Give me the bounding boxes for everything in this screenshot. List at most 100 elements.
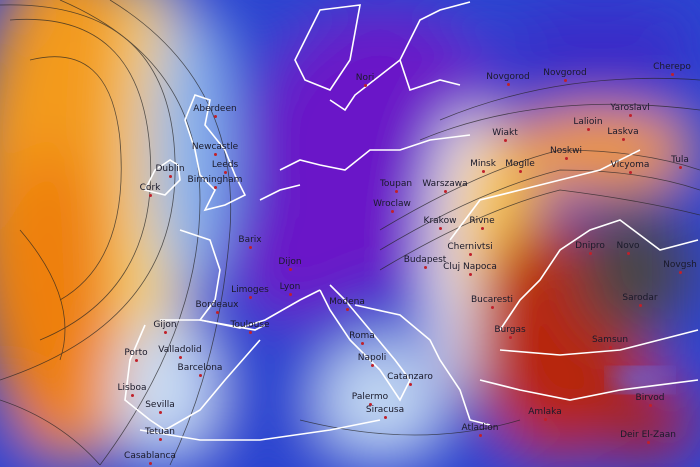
city-label: Porto — [124, 348, 148, 358]
city-marker — [224, 171, 227, 174]
city-label: Lalioin — [573, 117, 603, 127]
city-marker — [214, 115, 217, 118]
city-marker — [469, 273, 472, 276]
city-label: Nori — [355, 73, 375, 83]
city-label: Birmingham — [187, 175, 243, 185]
city-marker — [249, 296, 252, 299]
city-marker — [409, 383, 412, 386]
city-label: Palermo — [351, 392, 389, 402]
city-marker — [444, 190, 447, 193]
city-label: Atladion — [461, 423, 499, 433]
city-label: Barix — [238, 235, 262, 245]
city-marker — [627, 252, 630, 255]
city-label: Cherepo — [653, 62, 691, 72]
city-marker — [369, 403, 372, 406]
city-marker — [131, 394, 134, 397]
city-marker — [169, 175, 172, 178]
city-label: Toulouse — [230, 320, 270, 330]
city-marker — [391, 210, 394, 213]
city-marker — [671, 73, 674, 76]
city-label: Lyon — [279, 282, 301, 292]
city-marker — [609, 346, 612, 349]
city-label: Samsun — [591, 335, 629, 345]
city-marker — [565, 157, 568, 160]
city-label: Lisboa — [117, 383, 147, 393]
city-marker — [395, 190, 398, 193]
city-marker — [214, 153, 217, 156]
city-marker — [507, 83, 510, 86]
city-label: Newcastle — [191, 142, 239, 152]
city-marker — [289, 293, 292, 296]
city-marker — [564, 79, 567, 82]
city-label: Deir El-Zaan — [620, 430, 676, 440]
city-label: Chernivtsi — [447, 242, 493, 252]
city-label: Dijon — [278, 257, 302, 267]
city-label: Aberdeen — [193, 104, 237, 114]
city-marker — [384, 416, 387, 419]
city-marker — [589, 252, 592, 255]
city-label: Modena — [329, 297, 365, 307]
coastlines — [124, 1, 699, 441]
city-marker — [249, 331, 252, 334]
city-marker — [216, 311, 219, 314]
city-label: Casablanca — [124, 451, 176, 461]
city-marker — [371, 364, 374, 367]
city-marker — [424, 266, 427, 269]
city-marker — [491, 306, 494, 309]
city-marker — [149, 194, 152, 197]
city-marker — [647, 441, 650, 444]
city-label: Wroclaw — [373, 199, 411, 209]
city-label: Gijon — [153, 320, 177, 330]
city-label: Mogile — [505, 159, 535, 169]
city-label: Bordeaux — [195, 300, 239, 310]
city-marker — [179, 356, 182, 359]
city-label: Siracusa — [365, 405, 405, 415]
city-label: Roma — [349, 331, 375, 341]
city-marker — [289, 268, 292, 271]
city-marker — [249, 246, 252, 249]
city-label: Laskva — [607, 127, 639, 137]
city-label: Amlaka — [528, 407, 562, 417]
city-label: Rivne — [469, 216, 495, 226]
city-label: Sevilla — [145, 400, 175, 410]
city-label: Sarodar — [622, 293, 658, 303]
city-label: Valladolid — [158, 345, 202, 355]
city-label: Barcelona — [177, 363, 223, 373]
city-marker — [346, 308, 349, 311]
city-label: Leeds — [211, 160, 239, 170]
city-marker — [469, 253, 472, 256]
city-marker — [199, 374, 202, 377]
city-label: Budapest — [403, 255, 447, 265]
city-label: Krakow — [423, 216, 457, 226]
city-marker — [544, 418, 547, 421]
city-label: Dnipro — [575, 241, 605, 251]
city-marker — [214, 186, 217, 189]
city-label: Burgas — [494, 325, 526, 335]
city-label: Noskwi — [549, 146, 583, 156]
city-label: Napoli — [357, 353, 387, 363]
city-marker — [639, 304, 642, 307]
city-label: Toupan — [379, 179, 413, 189]
city-label: Limoges — [231, 285, 269, 295]
city-marker — [504, 139, 507, 142]
city-marker — [364, 84, 367, 87]
city-marker — [361, 342, 364, 345]
city-marker — [679, 166, 682, 169]
city-label: Warszawa — [422, 179, 468, 189]
city-label: Novo — [616, 241, 640, 251]
city-label: Catanzaro — [387, 372, 433, 382]
city-label: Cluj Napoca — [443, 262, 497, 272]
city-label: Novgsh — [663, 260, 697, 270]
city-marker — [649, 404, 652, 407]
city-label: Dublin — [155, 164, 185, 174]
city-label: Minsk — [470, 159, 496, 169]
city-marker — [622, 138, 625, 141]
city-label: Yaroslavl — [610, 103, 650, 113]
city-label: Vlcyoma — [610, 160, 650, 170]
city-marker — [482, 170, 485, 173]
city-marker — [587, 128, 590, 131]
city-label: Birvod — [635, 393, 665, 403]
